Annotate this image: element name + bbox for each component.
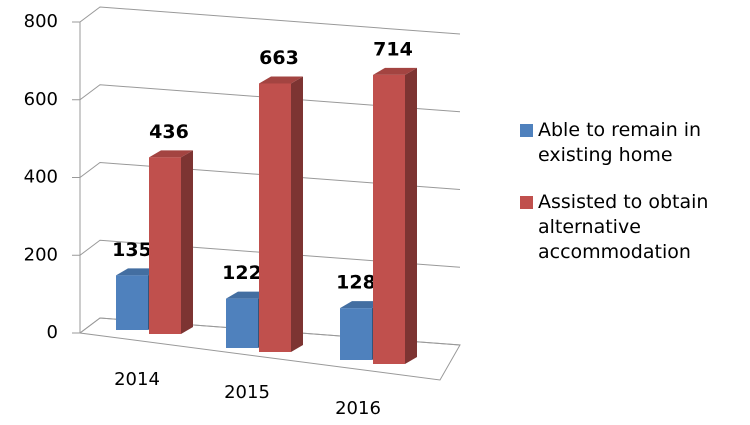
value-label: 122: [222, 262, 262, 284]
y-tick-label: 400: [24, 167, 58, 188]
bar-side: [181, 150, 193, 334]
legend-item: Able to remain in existing home: [520, 118, 710, 168]
legend: Able to remain in existing home Assisted …: [520, 118, 710, 287]
bar-top: [259, 76, 303, 84]
bar-top: [373, 67, 417, 75]
bar: [373, 67, 417, 364]
bar-front: [149, 157, 181, 334]
legend-swatch: [520, 124, 533, 137]
y-tick-label: 200: [24, 244, 58, 265]
bar-top: [149, 150, 193, 158]
legend-label: Able to remain in existing home: [538, 119, 702, 166]
bar-front: [340, 308, 372, 360]
y-tick-label: 600: [24, 89, 58, 110]
grid-line: [72, 6, 461, 35]
bar-front: [373, 74, 405, 364]
value-label: 436: [149, 121, 189, 143]
bar-side: [291, 76, 303, 353]
bar-front: [226, 298, 258, 348]
value-label: 663: [259, 47, 299, 69]
bar-front: [116, 275, 148, 330]
value-label: 135: [112, 239, 152, 261]
bar-front: [259, 83, 291, 353]
x-tick-label: 2016: [335, 398, 381, 419]
value-label: 128: [336, 272, 376, 294]
x-tick-label: 2015: [224, 382, 270, 403]
bar: [149, 150, 193, 334]
legend-item: Assisted to obtain alternative accommoda…: [520, 190, 710, 265]
bar: [259, 76, 303, 353]
legend-swatch: [520, 196, 533, 209]
x-tick-label: 2014: [114, 369, 160, 390]
y-tick-label: 800: [24, 11, 58, 32]
y-tick-label: 0: [47, 322, 58, 343]
value-label: 714: [373, 38, 413, 60]
legend-label: Assisted to obtain alternative accommoda…: [538, 191, 709, 263]
bar-side: [405, 67, 417, 364]
